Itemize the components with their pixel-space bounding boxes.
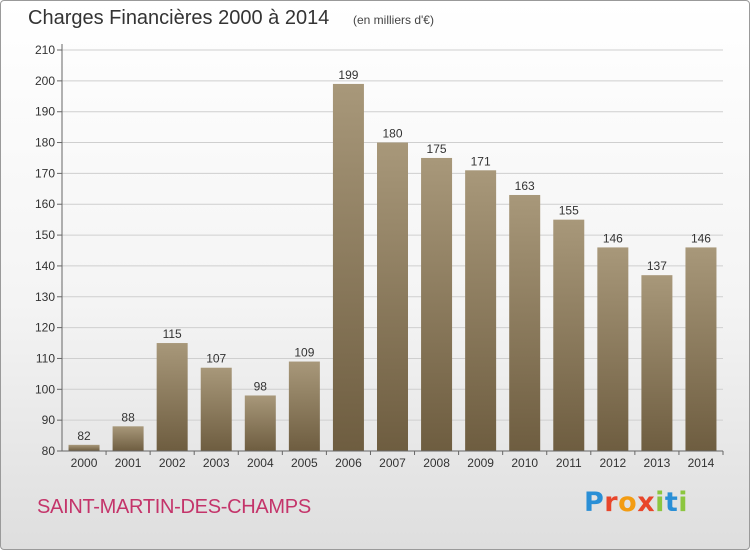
y-tick-label: 90 [42, 413, 56, 427]
data-label: 107 [206, 352, 226, 366]
x-tick-label: 2006 [335, 456, 362, 470]
x-tick-label: 2009 [467, 456, 494, 470]
chart-subtitle: (en milliers d'€) [353, 13, 434, 27]
logo-letter: r [604, 487, 619, 518]
bar-2012 [597, 247, 629, 451]
data-label: 180 [382, 127, 402, 141]
y-tick-label: 110 [36, 351, 55, 365]
commune-name: SAINT-MARTIN-DES-CHAMPS [37, 496, 311, 518]
data-label: 155 [559, 204, 579, 218]
y-tick-label: 80 [42, 444, 56, 458]
axes [61, 44, 723, 452]
data-label: 137 [647, 259, 667, 273]
y-tick-label: 100 [35, 382, 55, 396]
y-tick-label: 130 [35, 290, 55, 304]
data-label: 163 [515, 179, 535, 193]
x-tick-label: 2007 [379, 456, 406, 470]
proxiti-logo: Proxiti [584, 487, 688, 518]
bar-2014 [685, 247, 717, 451]
bar-2005 [288, 361, 320, 451]
x-tick-label: 2002 [159, 456, 186, 470]
data-label: 98 [254, 379, 268, 393]
bar-2007 [377, 142, 408, 452]
x-axis-ticks: 2000 2001 2002 2003 2004 2005 2006 2007 2008 2009… [71, 451, 724, 470]
bar-2013 [641, 275, 673, 451]
y-tick-label: 160 [35, 197, 55, 211]
y-tick-label: 190 [35, 105, 55, 119]
logo-letter: x [637, 487, 656, 518]
data-label: 171 [471, 154, 491, 168]
data-label: 175 [427, 142, 447, 156]
bar-2000 [68, 444, 100, 451]
data-label: 199 [338, 68, 358, 82]
bar-chart: 8090100110120130140150160170180190200210… [35, 43, 724, 470]
x-tick-label: 2005 [291, 456, 318, 470]
data-label: 82 [77, 429, 91, 443]
x-tick-label: 2012 [599, 456, 626, 470]
x-tick-label: 2011 [556, 456, 582, 470]
chart-title: Charges Financières 2000 à 2014 [28, 7, 330, 29]
logo-letter: i [655, 487, 665, 518]
data-label: 146 [603, 231, 623, 245]
logo-letter: o [618, 487, 638, 518]
y-tick-label: 180 [35, 136, 55, 150]
data-label: 146 [691, 231, 711, 245]
bar-2011 [553, 219, 585, 451]
x-tick-label: 2008 [423, 456, 450, 470]
y-tick-label: 200 [35, 74, 55, 88]
data-labels: 82 88 115 107 98 109 199 180 175 171 163 155 146 137 1… [77, 68, 711, 443]
x-tick-label: 2004 [247, 456, 274, 470]
y-axis-ticks: 80 90 100 110 120 130 140 150 160 170 180 190 200 210 [35, 43, 62, 458]
y-tick-label: 170 [35, 166, 55, 180]
bar-2001 [112, 426, 144, 451]
logo-letter: i [678, 487, 689, 518]
data-label: 109 [294, 346, 314, 360]
y-tick-label: 140 [35, 259, 55, 273]
x-tick-label: 2001 [115, 456, 142, 470]
bar-2010 [509, 194, 541, 451]
logo-letter: P [584, 487, 605, 518]
bar-2003 [200, 367, 232, 451]
data-label: 88 [121, 410, 135, 424]
y-tick-label: 150 [35, 228, 55, 242]
x-tick-label: 2010 [511, 456, 538, 470]
data-label: 115 [163, 327, 182, 341]
x-tick-label: 2013 [644, 456, 671, 470]
bar-2006 [332, 83, 364, 451]
bar-2004 [244, 395, 276, 451]
bar-2009 [465, 170, 497, 452]
logo-letter: t [664, 487, 679, 518]
y-tick-label: 210 [35, 43, 55, 57]
y-tick-label: 120 [35, 321, 55, 335]
bar-2008 [421, 157, 453, 451]
bars [68, 83, 717, 452]
x-tick-label: 2014 [688, 456, 715, 470]
x-tick-label: 2003 [203, 456, 230, 470]
bar-2002 [156, 343, 188, 451]
x-tick-label: 2000 [71, 456, 98, 470]
